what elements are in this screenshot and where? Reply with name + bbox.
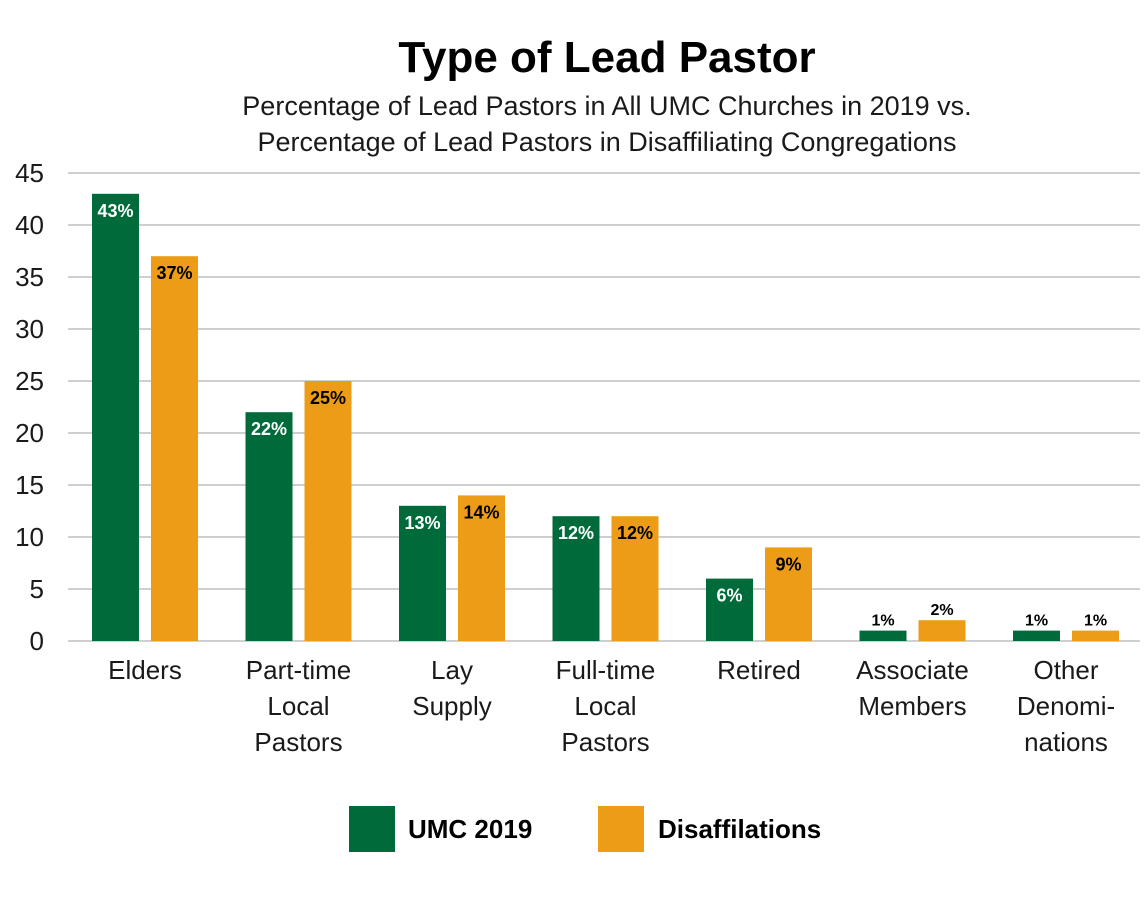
bar-disaffiliations (151, 256, 198, 641)
x-tick-label: Members (858, 691, 966, 721)
bar-umc-2019 (245, 412, 293, 641)
x-tick-label: Associate (856, 655, 969, 685)
bar-disaffiliations (458, 495, 505, 641)
y-tick-label: 5 (30, 574, 44, 604)
x-tick-label: Local (574, 691, 636, 721)
data-label: 1% (871, 613, 894, 630)
x-tick-label: Lay (431, 655, 473, 685)
bar-umc-2019 (552, 516, 600, 641)
x-tick-label: Local (267, 691, 329, 721)
y-tick-label: 20 (15, 418, 44, 448)
bar-disaffiliations (918, 620, 966, 641)
bar-umc-2019 (706, 578, 753, 641)
chart-subtitle-line: Percentage of Lead Pastors in Disaffilia… (258, 127, 957, 157)
y-tick-label: 25 (15, 366, 44, 396)
x-tick-label: Pastors (254, 727, 342, 757)
x-tick-label: Retired (717, 655, 801, 685)
data-label: 6% (716, 586, 742, 606)
x-tick-label: Full-time (556, 655, 656, 685)
y-tick-label: 35 (15, 262, 44, 292)
data-label: 12% (558, 523, 594, 543)
data-label: 2% (930, 602, 953, 619)
chart-title: Type of Lead Pastor (398, 33, 815, 82)
bar-umc-2019 (1013, 630, 1060, 641)
y-tick-label: 10 (15, 522, 44, 552)
data-label: 9% (775, 554, 801, 574)
y-tick-label: 0 (30, 626, 44, 656)
bar-umc-2019 (399, 505, 446, 641)
data-label: 43% (97, 201, 133, 221)
x-tick-label: Supply (412, 691, 492, 721)
y-tick-label: 15 (15, 470, 44, 500)
bar-disaffiliations (304, 381, 352, 641)
x-tick-label: Denomi- (1017, 691, 1115, 721)
legend-label: UMC 2019 (408, 814, 532, 844)
data-label: 1% (1025, 613, 1048, 630)
data-label: 25% (310, 388, 346, 408)
chart-subtitle-line: Percentage of Lead Pastors in All UMC Ch… (242, 91, 971, 121)
x-tick-label: Other (1033, 655, 1098, 685)
bar-disaffiliations (765, 547, 812, 641)
x-tick-label: Pastors (561, 727, 649, 757)
data-label: 1% (1084, 613, 1107, 630)
y-tick-label: 45 (15, 158, 44, 188)
data-label: 37% (156, 263, 192, 283)
x-tick-label: nations (1024, 727, 1108, 757)
x-tick-label: Part-time (246, 655, 351, 685)
y-tick-label: 40 (15, 210, 44, 240)
data-label: 12% (617, 523, 653, 543)
legend-swatch-umc-2019 (349, 806, 395, 852)
y-tick-label: 30 (15, 314, 44, 344)
bar-umc-2019 (859, 630, 907, 641)
bar-disaffiliations (611, 516, 659, 641)
bar-umc-2019 (92, 193, 139, 642)
data-label: 14% (463, 502, 499, 522)
legend-swatch-disaffiliations (598, 806, 644, 852)
data-label: 13% (404, 513, 440, 533)
x-tick-label: Elders (108, 655, 182, 685)
legend-label: Disaffilations (658, 814, 821, 844)
data-label: 22% (251, 419, 287, 439)
bar-disaffiliations (1072, 630, 1119, 641)
